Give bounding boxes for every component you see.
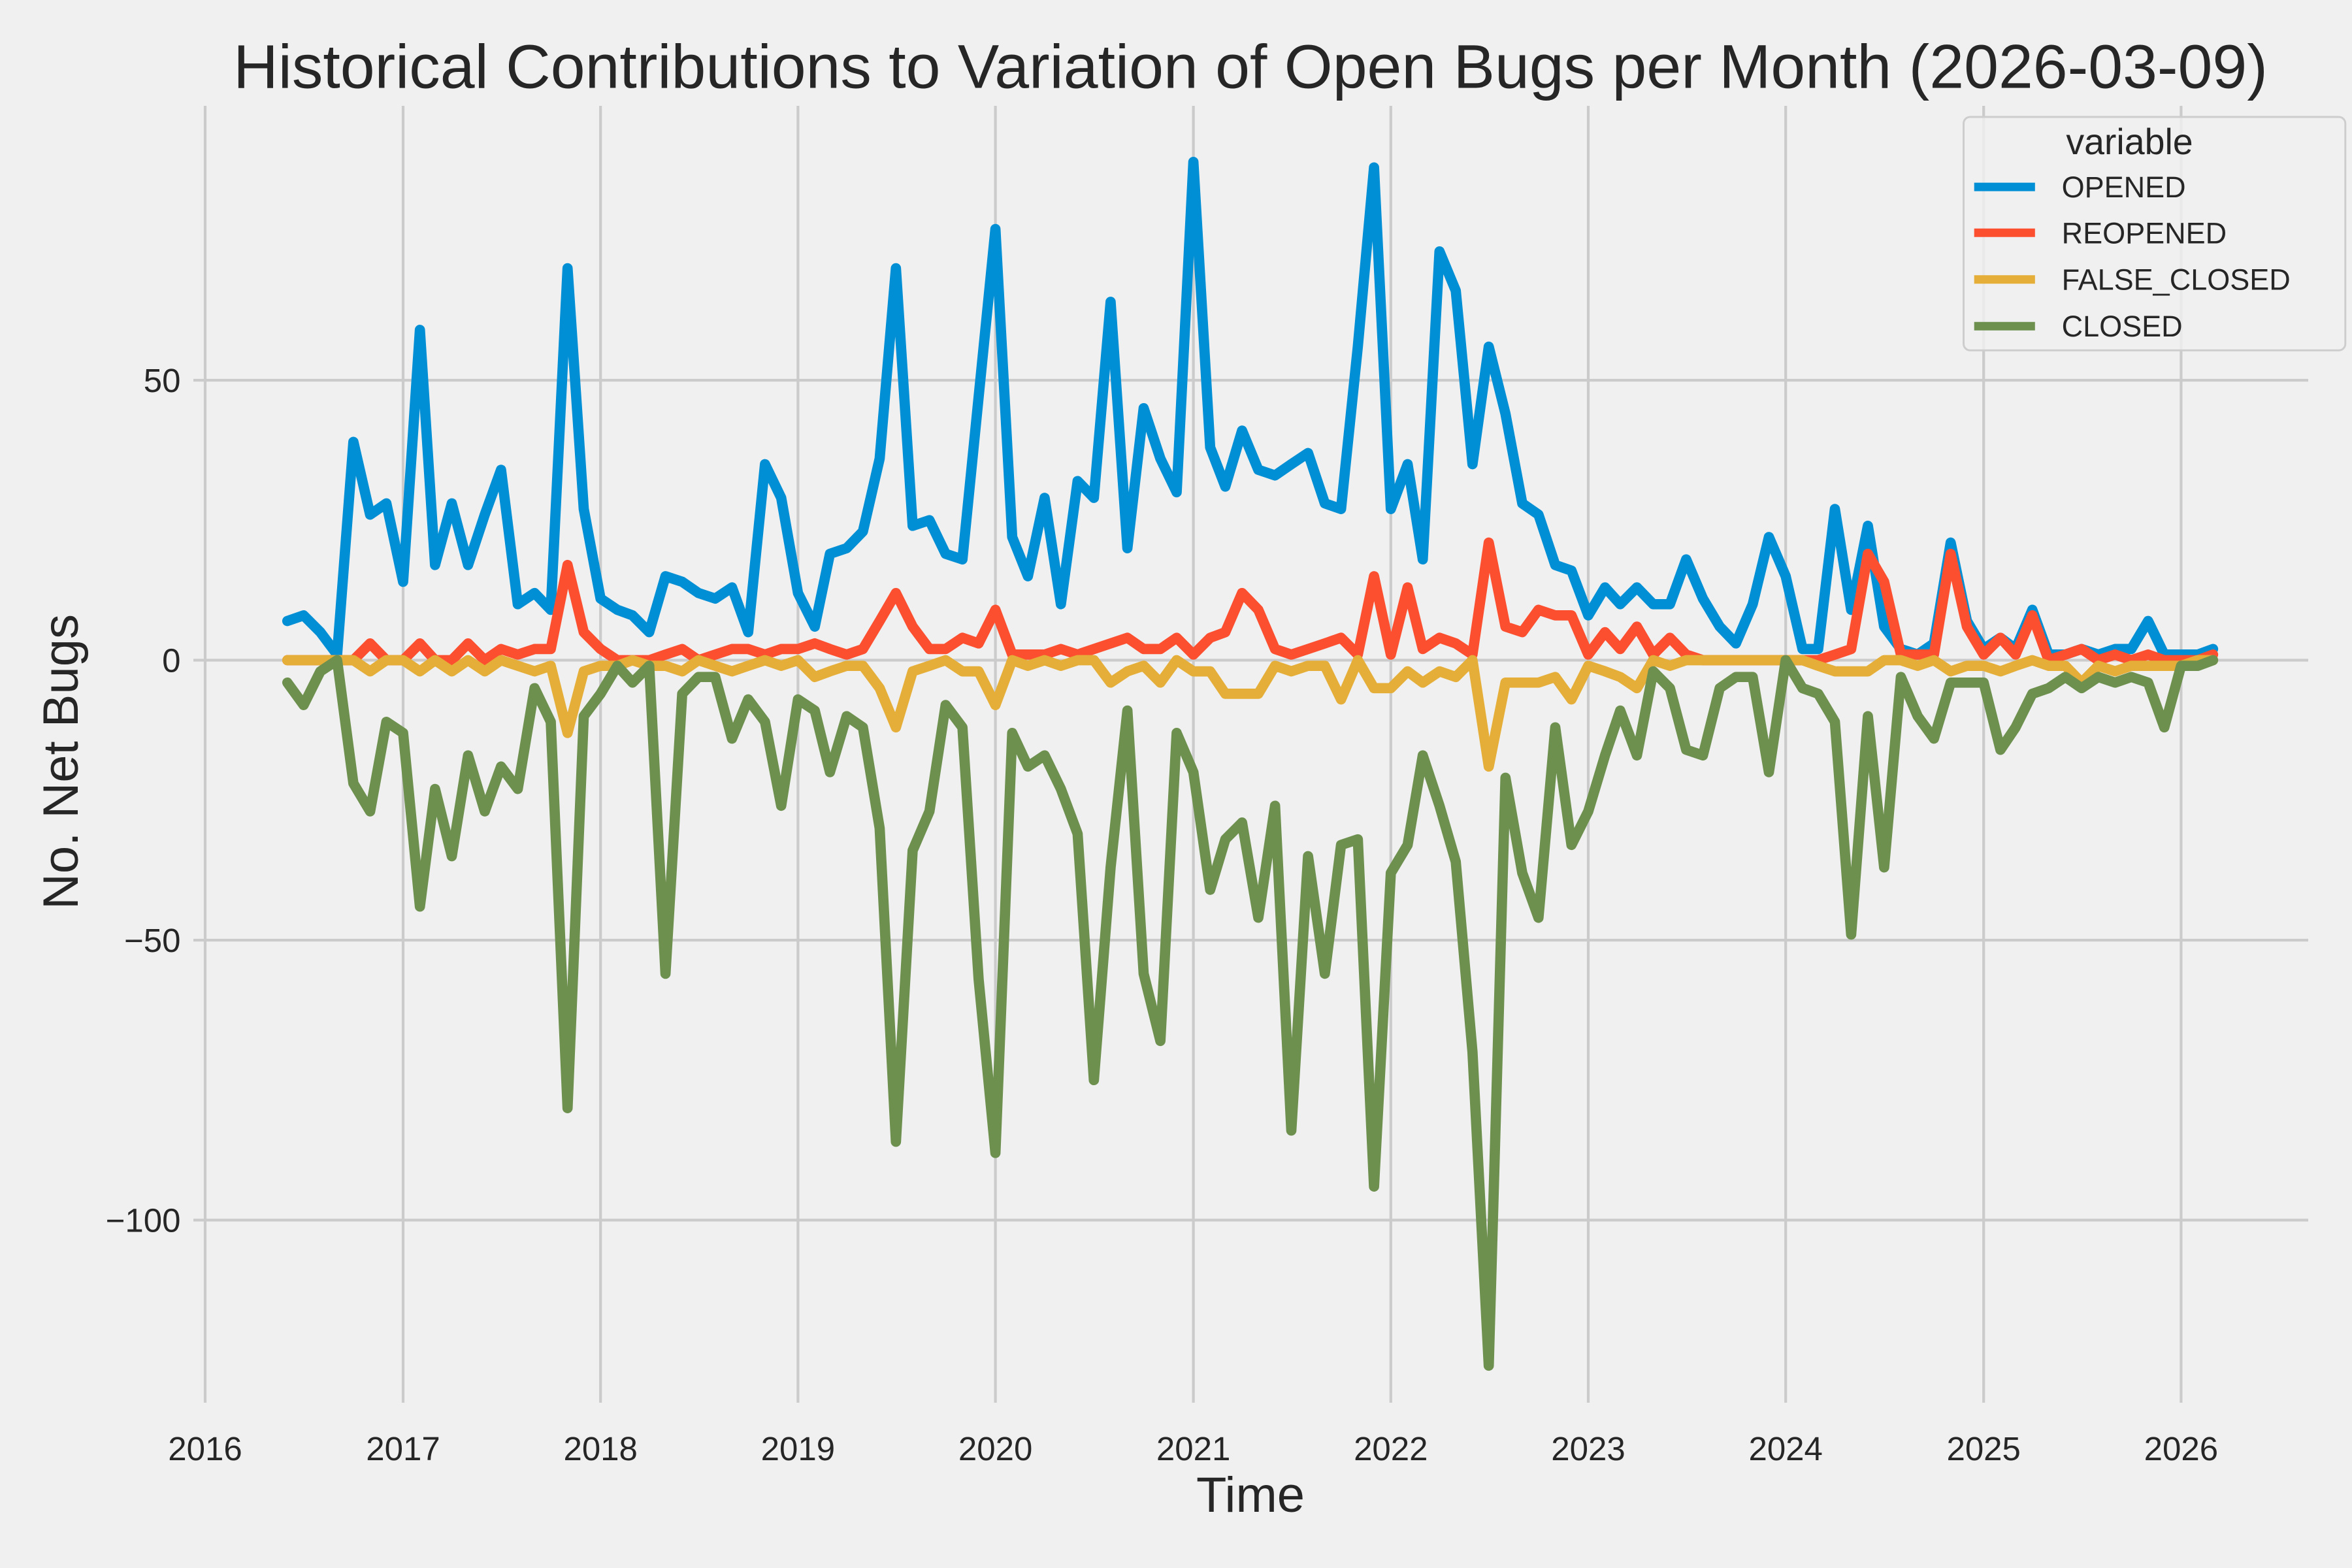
svg-text:2016: 2016 — [168, 1430, 242, 1467]
svg-text:FALSE_CLOSED: FALSE_CLOSED — [2062, 263, 2291, 297]
svg-text:CLOSED: CLOSED — [2062, 310, 2183, 343]
svg-text:2020: 2020 — [958, 1430, 1032, 1467]
svg-text:OPENED: OPENED — [2062, 171, 2186, 204]
svg-text:variable: variable — [2066, 122, 2193, 162]
svg-text:2018: 2018 — [563, 1430, 637, 1467]
svg-text:0: 0 — [162, 642, 180, 679]
svg-text:−50: −50 — [124, 922, 181, 959]
svg-text:−100: −100 — [106, 1202, 181, 1239]
svg-text:Historical Contributions to Va: Historical Contributions to Variation of… — [233, 33, 2268, 102]
svg-text:2017: 2017 — [366, 1430, 440, 1467]
svg-text:REOPENED: REOPENED — [2062, 216, 2227, 250]
svg-text:2026: 2026 — [2144, 1430, 2218, 1467]
svg-text:Time: Time — [1196, 1467, 1305, 1523]
svg-text:2021: 2021 — [1156, 1430, 1230, 1467]
svg-text:No. Net Bugs: No. Net Bugs — [33, 614, 89, 909]
svg-text:2022: 2022 — [1354, 1430, 1428, 1467]
svg-text:50: 50 — [144, 362, 181, 399]
svg-text:2023: 2023 — [1551, 1430, 1625, 1467]
svg-text:2024: 2024 — [1748, 1430, 1822, 1467]
svg-text:2019: 2019 — [761, 1430, 835, 1467]
svg-text:2025: 2025 — [1946, 1430, 2020, 1467]
